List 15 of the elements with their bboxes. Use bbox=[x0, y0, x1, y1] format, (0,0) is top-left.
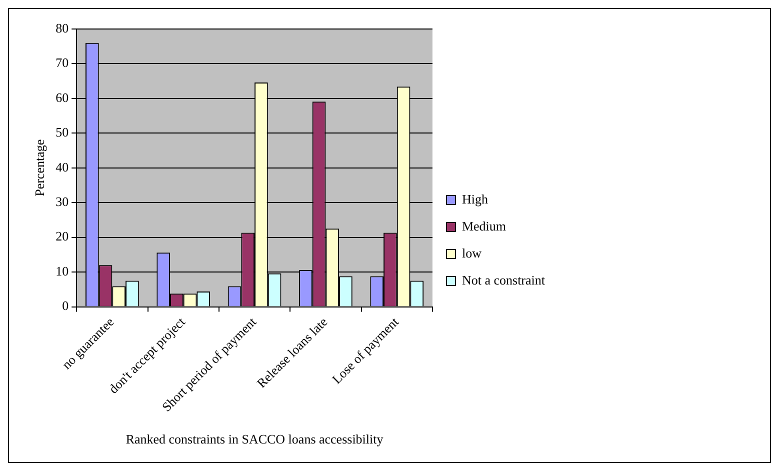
y-tick-label: 20 bbox=[56, 228, 69, 244]
y-tick-label: 30 bbox=[56, 194, 69, 210]
y-tick-label: 10 bbox=[56, 263, 69, 278]
legend-label: low bbox=[462, 245, 482, 260]
y-tick-label: 70 bbox=[56, 55, 69, 70]
y-axis-title: Percentage bbox=[32, 139, 48, 196]
y-tick-label: 80 bbox=[56, 20, 69, 36]
y-tick-label: 40 bbox=[56, 159, 69, 174]
legend-label: Medium bbox=[462, 218, 506, 234]
x-axis-title: Ranked constraints in SACCO loans accessibility bbox=[126, 432, 384, 447]
y-tick-label: 0 bbox=[62, 298, 69, 314]
y-tick-label: 50 bbox=[56, 124, 69, 140]
y-tick-label: 60 bbox=[56, 90, 69, 105]
legend-label: High bbox=[462, 191, 488, 206]
legend-label: Not a constraint bbox=[462, 272, 546, 288]
